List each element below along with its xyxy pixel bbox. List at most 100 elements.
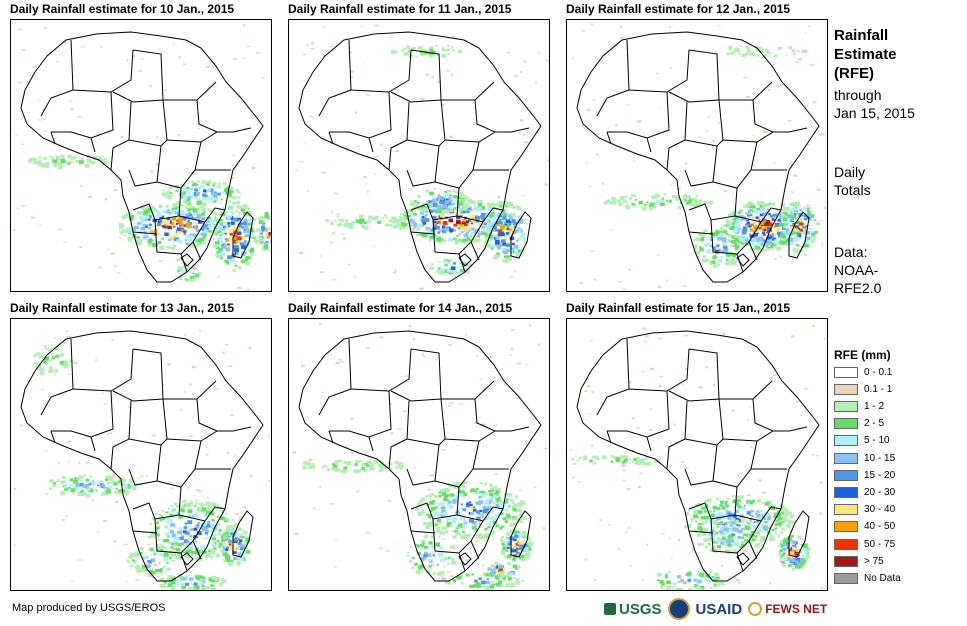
rain-cell: [675, 587, 681, 590]
rain-cell: [156, 213, 162, 217]
rain-cell: [120, 231, 124, 234]
rain-cell: [446, 69, 450, 72]
rain-cell: [677, 205, 682, 209]
rain-cell: [648, 428, 653, 431]
rain-cell: [720, 564, 724, 567]
rain-cell: [106, 248, 110, 250]
rain-cell: [719, 581, 724, 586]
rain-cell: [428, 200, 433, 204]
rain-cell: [797, 207, 800, 209]
rain-cell: [38, 162, 43, 167]
rain-cell: [194, 223, 198, 226]
rain-cell: [462, 202, 467, 206]
rain-cell: [443, 497, 448, 502]
rain-cell: [444, 263, 448, 267]
rain-cell: [811, 454, 815, 456]
rain-cell: [773, 515, 777, 518]
rain-cell: [675, 197, 680, 201]
rain-cell: [727, 233, 732, 238]
rain-cell: [163, 553, 169, 557]
rain-cell: [752, 222, 757, 226]
rain-cell: [253, 239, 259, 244]
rain-cell: [512, 505, 516, 509]
rain-cell: [472, 232, 476, 236]
rain-cell: [361, 463, 366, 467]
rain-cell: [748, 241, 754, 246]
rain-cell: [719, 232, 725, 237]
rain-cell: [754, 245, 757, 247]
rain-cell: [228, 365, 233, 368]
rain-cell: [200, 524, 205, 528]
country-border: [388, 101, 410, 171]
rain-cell: [700, 234, 706, 238]
country-border: [50, 131, 56, 145]
rain-cell: [188, 546, 194, 550]
rain-cell: [229, 237, 233, 240]
rain-cell: [618, 280, 622, 283]
rain-cell: [715, 532, 719, 535]
rain-cell: [69, 161, 75, 164]
rain-cell: [217, 516, 220, 518]
rain-cell: [633, 160, 635, 162]
rain-cell: [665, 199, 669, 202]
rain-cell: [260, 77, 265, 79]
rain-cell: [207, 496, 209, 499]
rain-cell: [694, 244, 698, 248]
rain-cell: [164, 585, 168, 589]
rain-cell: [761, 231, 766, 235]
rain-cell: [81, 489, 84, 492]
rain-cell: [167, 209, 170, 211]
rain-cell: [773, 374, 777, 376]
rain-cell: [493, 244, 498, 248]
rain-cell: [757, 509, 760, 512]
rain-cell: [488, 220, 492, 223]
rain-cell: [159, 518, 163, 522]
rain-cell: [731, 261, 736, 266]
rain-cell: [237, 215, 240, 218]
rain-cell: [438, 222, 442, 225]
rain-cell: [130, 481, 133, 484]
rain-cell: [150, 530, 154, 534]
rain-cell: [212, 533, 217, 538]
rain-cell: [444, 227, 450, 232]
rain-cell: [526, 537, 531, 541]
rain-cell: [218, 542, 223, 546]
rain-cell: [478, 200, 483, 204]
rain-cell: [501, 552, 506, 556]
rain-cell: [420, 544, 425, 548]
totals-label: Daily Totals: [834, 163, 871, 199]
rain-cell: [165, 539, 170, 543]
rain-cell: [463, 209, 468, 213]
rain-cell: [742, 242, 747, 246]
rain-cell: [729, 48, 732, 51]
rain-cell: [523, 236, 526, 239]
rain-cell: [452, 499, 457, 503]
rain-cell: [29, 157, 34, 161]
rain-cell: [701, 543, 705, 546]
rain-cell: [511, 583, 516, 587]
rain-cell: [225, 238, 230, 242]
rain-cell: [39, 367, 44, 372]
rain-cell: [339, 469, 344, 473]
rain-cell: [753, 535, 758, 538]
rain-cell: [55, 354, 60, 358]
rain-cell: [660, 586, 664, 589]
rain-cell: [688, 570, 692, 573]
rain-cell: [233, 245, 238, 249]
rain-cell: [523, 540, 527, 543]
rain-cell: [156, 223, 161, 227]
rain-cell: [214, 576, 220, 581]
rain-cell: [695, 201, 701, 206]
rain-cell: [513, 577, 516, 580]
rain-cell: [505, 498, 509, 501]
rain-cell: [196, 197, 200, 200]
rain-cell: [227, 255, 232, 259]
rain-cell: [180, 535, 185, 539]
rain-cell: [637, 456, 640, 459]
rain-cell: [185, 544, 190, 548]
rain-cell: [15, 134, 18, 136]
rain-cell: [528, 540, 531, 543]
rain-cell: [619, 196, 625, 201]
rain-cell: [365, 532, 370, 534]
rain-cell: [744, 539, 749, 543]
